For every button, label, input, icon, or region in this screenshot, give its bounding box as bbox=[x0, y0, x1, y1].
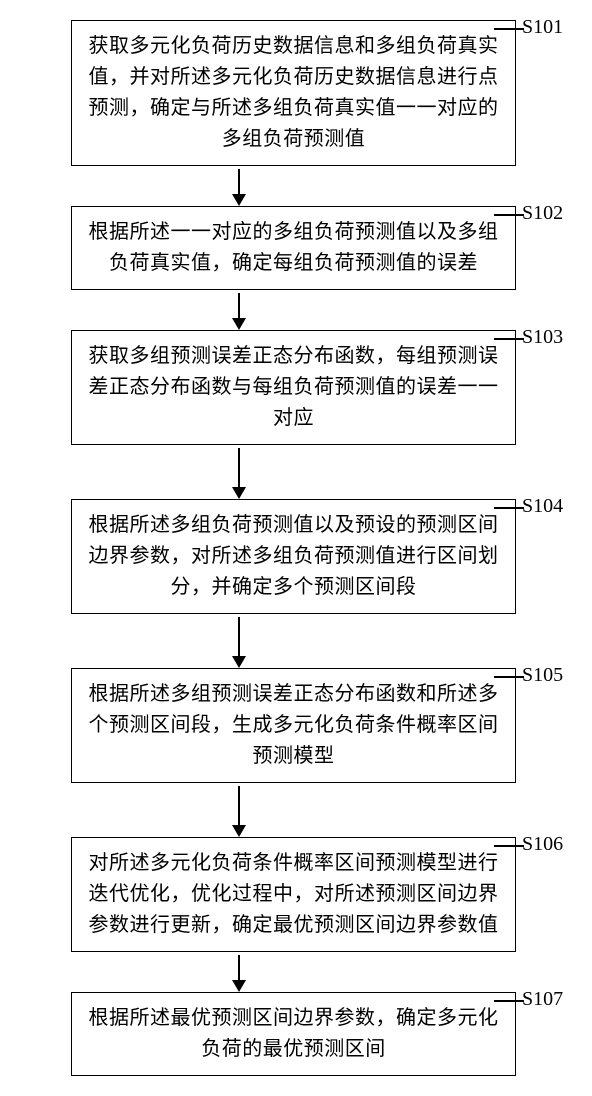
arrow-line bbox=[238, 955, 240, 981]
step-row: 根据所述一一对应的多组负荷预测值以及多组负荷真实值，确定每组负荷预测值的误差S1… bbox=[16, 206, 576, 290]
step-label: S106 bbox=[522, 833, 563, 856]
arrow-down-icon bbox=[17, 169, 462, 206]
step-label: S102 bbox=[522, 202, 563, 225]
step-box: 对所述多元化负荷条件概率区间预测模型进行迭代优化，优化过程中，对所述预测区间边界… bbox=[71, 837, 516, 952]
arrow-down-icon bbox=[17, 786, 462, 837]
label-connector-line bbox=[494, 676, 524, 678]
step-label: S104 bbox=[522, 495, 563, 518]
step-id-text: S101 bbox=[522, 16, 563, 38]
step-label: S103 bbox=[522, 326, 563, 349]
step-box: 根据所述一一对应的多组负荷预测值以及多组负荷真实值，确定每组负荷预测值的误差 bbox=[71, 206, 516, 290]
arrow-head bbox=[232, 980, 246, 992]
arrow-line bbox=[238, 448, 240, 488]
arrow-line bbox=[238, 786, 240, 826]
step-row: 根据所述最优预测区间边界参数，确定多元化负荷的最优预测区间S107 bbox=[16, 992, 576, 1076]
arrow-line bbox=[238, 617, 240, 657]
step-row: 根据所述多组预测误差正态分布函数和所述多个预测区间段，生成多元化负荷条件概率区间… bbox=[16, 668, 576, 783]
arrow-head bbox=[232, 318, 246, 330]
step-label: S105 bbox=[522, 664, 563, 687]
arrow-down-icon bbox=[17, 293, 462, 330]
label-connector-line bbox=[494, 338, 524, 340]
arrow-down-icon bbox=[17, 617, 462, 668]
arrow-down-icon bbox=[17, 448, 462, 499]
step-box: 获取多组预测误差正态分布函数，每组预测误差正态分布函数与每组负荷预测值的误差一一… bbox=[71, 330, 516, 445]
arrow-line bbox=[238, 169, 240, 195]
step-id-text: S106 bbox=[522, 833, 563, 855]
label-connector-line bbox=[494, 214, 524, 216]
step-box: 获取多元化负荷历史数据信息和多组负荷真实值，并对所述多元化负荷历史数据信息进行点… bbox=[71, 20, 516, 166]
arrow-head bbox=[232, 487, 246, 499]
arrow-down-icon bbox=[17, 955, 462, 992]
label-connector-line bbox=[494, 1000, 524, 1002]
step-row: 根据所述多组负荷预测值以及预设的预测区间边界参数，对所述多组负荷预测值进行区间划… bbox=[16, 499, 576, 614]
arrow-line bbox=[238, 293, 240, 319]
arrow-head bbox=[232, 194, 246, 206]
step-id-text: S102 bbox=[522, 202, 563, 224]
step-row: 获取多元化负荷历史数据信息和多组负荷真实值，并对所述多元化负荷历史数据信息进行点… bbox=[16, 20, 576, 166]
step-id-text: S103 bbox=[522, 326, 563, 348]
step-box: 根据所述最优预测区间边界参数，确定多元化负荷的最优预测区间 bbox=[71, 992, 516, 1076]
step-box: 根据所述多组负荷预测值以及预设的预测区间边界参数，对所述多组负荷预测值进行区间划… bbox=[71, 499, 516, 614]
step-row: 获取多组预测误差正态分布函数，每组预测误差正态分布函数与每组负荷预测值的误差一一… bbox=[16, 330, 576, 445]
label-connector-line bbox=[494, 28, 524, 30]
arrow-head bbox=[232, 656, 246, 668]
step-id-text: S107 bbox=[522, 988, 563, 1010]
step-row: 对所述多元化负荷条件概率区间预测模型进行迭代优化，优化过程中，对所述预测区间边界… bbox=[16, 837, 576, 952]
label-connector-line bbox=[494, 845, 524, 847]
label-connector-line bbox=[494, 507, 524, 509]
flowchart-container: 获取多元化负荷历史数据信息和多组负荷真实值，并对所述多元化负荷历史数据信息进行点… bbox=[16, 20, 576, 1076]
arrow-head bbox=[232, 825, 246, 837]
step-id-text: S104 bbox=[522, 495, 563, 517]
step-box: 根据所述多组预测误差正态分布函数和所述多个预测区间段，生成多元化负荷条件概率区间… bbox=[71, 668, 516, 783]
step-id-text: S105 bbox=[522, 664, 563, 686]
step-label: S101 bbox=[522, 16, 563, 39]
